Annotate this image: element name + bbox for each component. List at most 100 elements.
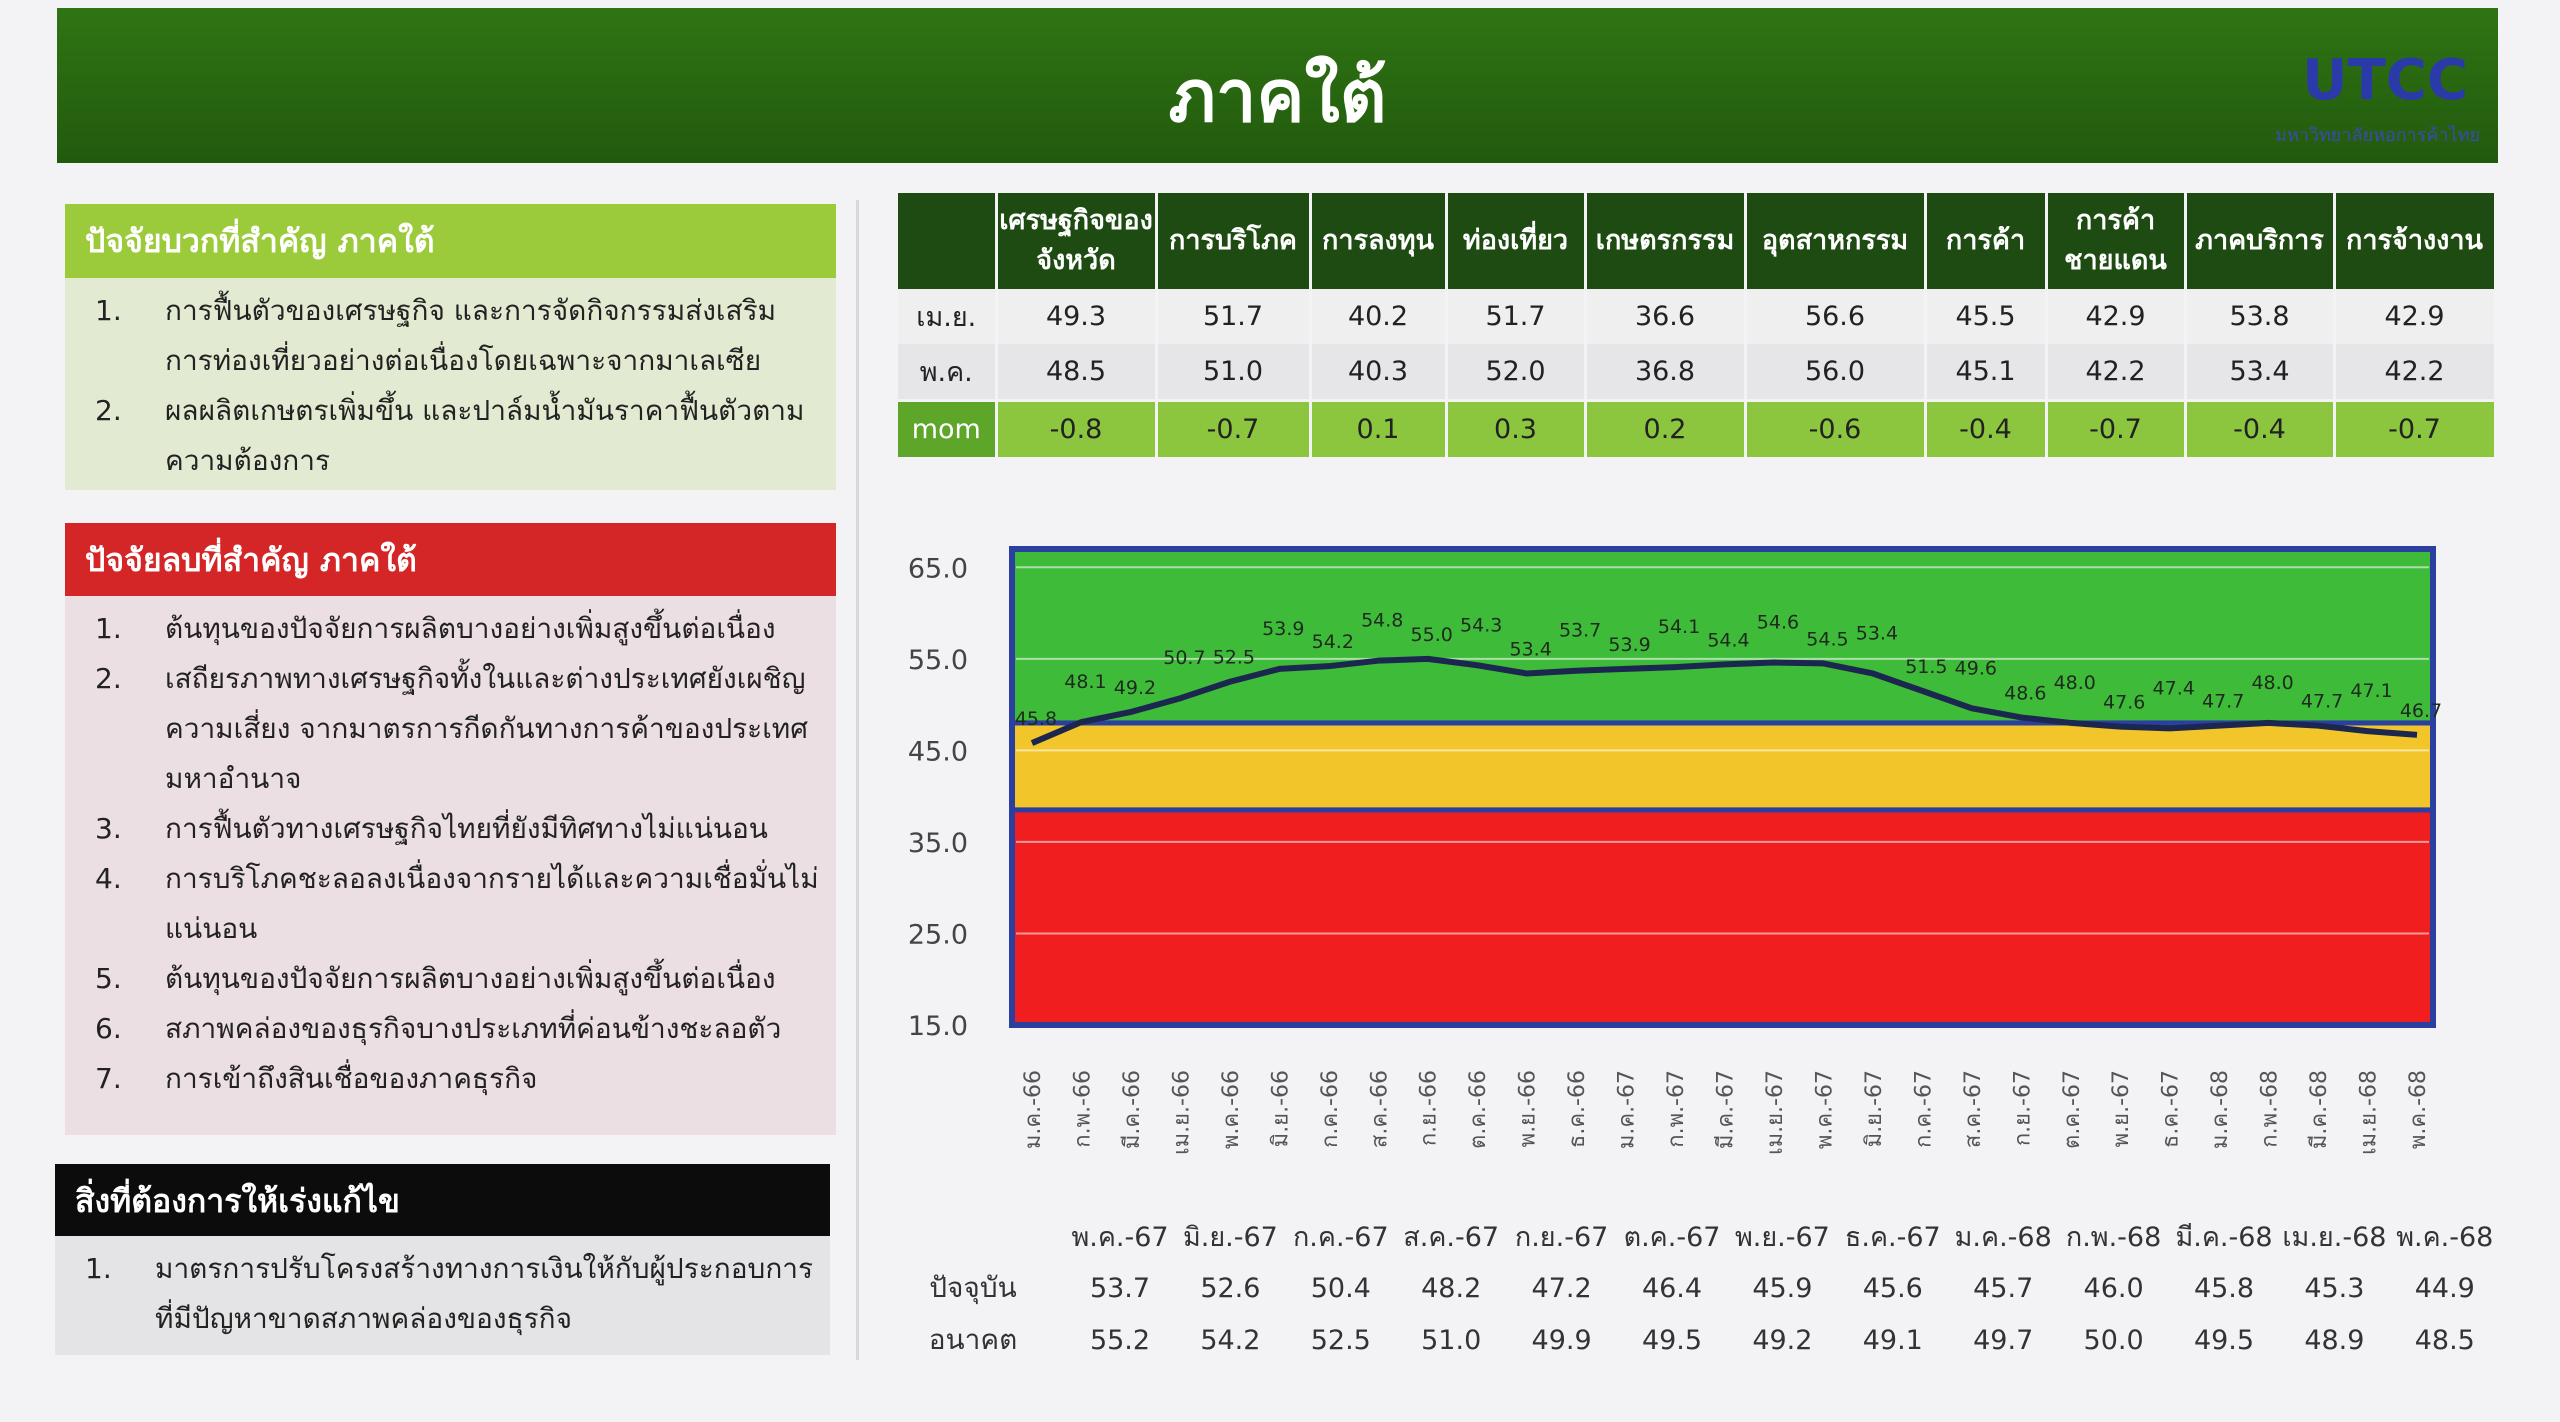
cell: 47.2 xyxy=(1532,1273,1592,1304)
cell: 55.2 xyxy=(1090,1325,1150,1356)
data-label: 48.1 xyxy=(1064,671,1106,693)
table-row: mom -0.8 -0.7 0.1 0.3 0.2 -0.6 -0.4 -0.7 -0.4 -0.7 xyxy=(898,399,2497,457)
item-text: ผลผลิตเกษตรเพิ่มขึ้น และปาล์มน้ำมันราคาฟ… xyxy=(165,394,805,477)
cell: 42.2 xyxy=(2334,344,2497,401)
urgent-title: สิ่งที่ต้องการให้เร่งแก้ไข xyxy=(55,1164,830,1236)
data-label: 54.6 xyxy=(1757,612,1799,634)
list-item: 6. สภาพคล่องของธุรกิจบางประเภทที่ค่อนข้าง… xyxy=(79,1004,822,1054)
column-header: การค้าชายแดน xyxy=(2046,193,2187,289)
negative-title: ปัจจัยลบที่สำคัญ ภาคใต้ xyxy=(65,523,836,596)
cell: 56.6 xyxy=(1745,289,1927,344)
x-tick-label: มี.ค.-66 xyxy=(1120,1070,1145,1149)
cell: 45.6 xyxy=(1863,1273,1923,1304)
month-header: ส.ค.-67 xyxy=(1403,1222,1499,1253)
cell: 46.0 xyxy=(2084,1273,2144,1304)
logo-subtitle: มหาวิทยาลัยหอการค้าไทย xyxy=(2274,125,2480,146)
cell: 48.5 xyxy=(2415,1325,2475,1356)
list-item: 2. เสถียรภาพทางเศรษฐกิจทั้งในและต่างประเท… xyxy=(79,654,822,804)
column-header: การจ้างงาน xyxy=(2334,193,2497,289)
x-tick-label: ส.ค.-66 xyxy=(1367,1070,1392,1148)
y-tick-label: 25.0 xyxy=(908,919,968,950)
divider xyxy=(856,200,859,1360)
negative-body: 1. ต้นทุนของปัจจัยการผลิตบางอย่างเพิ่มสูง… xyxy=(65,596,836,1135)
cell: 45.1 xyxy=(1925,344,2048,401)
item-text: การฟื้นตัวของเศรษฐกิจ และการจัดกิจกรรมส่… xyxy=(165,294,777,377)
cell: 49.2 xyxy=(1752,1325,1812,1356)
x-tick-label: มิ.ย.-66 xyxy=(1268,1070,1293,1147)
zone xyxy=(1009,720,2436,813)
data-label: 49.6 xyxy=(1955,657,1997,679)
x-tick-label: มี.ค.-67 xyxy=(1714,1070,1739,1149)
x-tick-label: ก.พ.-67 xyxy=(1664,1070,1689,1148)
header-bar: ภาคใต้ UTCC มหาวิทยาลัยหอการค้าไทย xyxy=(57,8,2498,163)
cell: 52.5 xyxy=(1311,1325,1371,1356)
positive-body: 1. การฟื้นตัวของเศรษฐกิจ และการจัดกิจกรรม… xyxy=(65,278,836,490)
month-header: เม.ย.-68 xyxy=(2282,1222,2386,1253)
cell: -0.4 xyxy=(2185,399,2336,457)
cell: 42.9 xyxy=(2046,289,2187,344)
data-label: 53.4 xyxy=(1856,622,1898,644)
item-text: ต้นทุนของปัจจัยการผลิตบางอย่างเพิ่มสูงขึ… xyxy=(165,612,776,645)
y-tick-label: 35.0 xyxy=(908,828,968,859)
x-tick-label: ม.ค.-68 xyxy=(2208,1070,2233,1149)
data-label: 47.7 xyxy=(2202,691,2244,713)
item-text: การบริโภคชะลอลงเนื่องจากรายได้และความเชื… xyxy=(165,862,819,945)
cell: 44.9 xyxy=(2415,1273,2475,1304)
cell: 53.8 xyxy=(2185,289,2336,344)
month-header: มี.ค.-68 xyxy=(2175,1222,2272,1253)
data-label: 45.8 xyxy=(1015,708,1057,730)
data-label: 48.6 xyxy=(2004,682,2046,704)
cell: -0.4 xyxy=(1925,399,2048,457)
list-item: 4. การบริโภคชะลอลงเนื่องจากรายได้และความเ… xyxy=(79,854,822,954)
cell: 45.7 xyxy=(1973,1273,2033,1304)
slide-title: ภาคใต้ xyxy=(1168,54,1387,138)
data-label: 51.5 xyxy=(1905,656,1947,678)
cell: 53.4 xyxy=(2185,344,2336,401)
item-number: 5. xyxy=(95,962,122,995)
item-number: 6. xyxy=(95,1012,122,1045)
cell: 51.0 xyxy=(1156,344,1312,401)
urgent-body: 1. มาตรการปรับโครงสร้างทางการเงินให้กับผู… xyxy=(55,1236,830,1355)
cell: 48.2 xyxy=(1421,1273,1481,1304)
data-label: 48.0 xyxy=(2054,672,2096,694)
data-label: 52.5 xyxy=(1213,647,1255,669)
cell: -0.6 xyxy=(1745,399,1927,457)
list-item: 2. ผลผลิตเกษตรเพิ่มขึ้น และปาล์มน้ำมันราค… xyxy=(79,386,822,486)
cell: -0.7 xyxy=(2046,399,2187,457)
cell: 49.7 xyxy=(1973,1325,2033,1356)
item-number: 1. xyxy=(95,612,122,645)
list-item: 1. ต้นทุนของปัจจัยการผลิตบางอย่างเพิ่มสูง… xyxy=(79,604,822,654)
row-label: พ.ค. xyxy=(898,344,998,401)
list-item: 3. การฟื้นตัวทางเศรษฐกิจไทยที่ยังมีทิศทาง… xyxy=(79,804,822,854)
logo: UTCC xyxy=(2302,48,2468,113)
y-tick-label: 15.0 xyxy=(908,1011,968,1042)
table-row: พ.ค. 48.5 51.0 40.3 52.0 36.8 56.0 45.1 42.2 53.4… xyxy=(898,344,2497,401)
data-line xyxy=(1030,655,2418,746)
cell: 40.3 xyxy=(1310,344,1448,401)
list-item: 1. มาตรการปรับโครงสร้างทางการเงินให้กับผู… xyxy=(69,1244,816,1344)
x-tick-label: ต.ค.-67 xyxy=(2060,1070,2085,1149)
column-header: เกษตรกรรม xyxy=(1585,193,1747,289)
cell: -0.7 xyxy=(1156,399,1312,457)
item-number: 1. xyxy=(95,294,122,327)
cell: 49.3 xyxy=(996,289,1158,344)
row-label: mom xyxy=(898,399,998,457)
cell: 52.6 xyxy=(1200,1273,1260,1304)
x-tick-label: ก.พ.-66 xyxy=(1070,1070,1095,1148)
data-label: 47.6 xyxy=(2103,692,2145,714)
data-label: 55.0 xyxy=(1411,624,1453,646)
x-tick-label: ก.พ.-68 xyxy=(2258,1070,2283,1148)
header-row: เศรษฐกิจของจังหวัด การบริโภค การลงทุน ท่องเ… xyxy=(898,193,2497,289)
column-header: ภาคบริการ xyxy=(2185,193,2336,289)
row-label: เม.ย. xyxy=(898,289,998,344)
cell: 46.4 xyxy=(1642,1273,1702,1304)
month-header: ธ.ค.-67 xyxy=(1845,1222,1941,1253)
x-tick-label: เม.ย.-68 xyxy=(2357,1070,2382,1155)
table-row: เม.ย. 49.3 51.7 40.2 51.7 36.6 56.6 45.5 42.9 53.… xyxy=(898,289,2497,344)
cell: 48.9 xyxy=(2304,1325,2364,1356)
item-number: 1. xyxy=(85,1252,112,1285)
cell: 45.3 xyxy=(2304,1273,2364,1304)
item-number: 4. xyxy=(95,862,122,895)
